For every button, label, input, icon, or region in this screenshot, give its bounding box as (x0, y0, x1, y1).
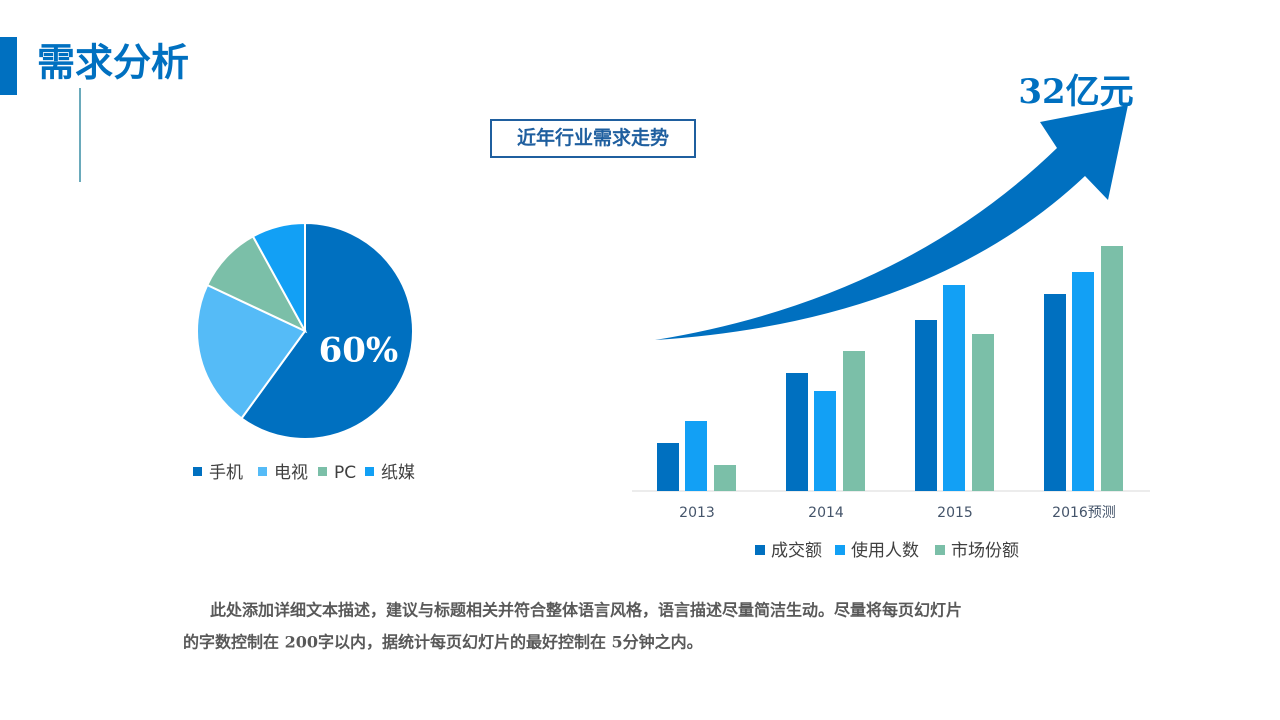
legend-label: 市场份额 (951, 541, 1019, 561)
pie-slice (240, 221, 414, 440)
legend-swatch (318, 467, 327, 476)
legend-label: 成交额 (771, 541, 822, 561)
bar (915, 320, 937, 491)
annotation: 32亿元 (1018, 72, 1133, 112)
body-line: 此处添加详细文本描述，建议与标题相关并符合整体语言风格，语言描述尽量简洁生动。尽… (210, 601, 962, 620)
bar (943, 285, 965, 491)
x-tick-label: 2016预测 (1052, 505, 1116, 521)
legend-swatch (935, 545, 945, 555)
x-tick-label: 2013 (679, 505, 715, 521)
x-tick-label: 2014 (808, 505, 844, 521)
legend-label: 手机 (209, 463, 243, 483)
bar (1044, 294, 1066, 491)
legend-swatch (193, 467, 202, 476)
bar (657, 443, 679, 491)
legend-label: 纸媒 (381, 463, 415, 483)
legend-label: 使用人数 (851, 540, 919, 561)
bar (714, 465, 736, 491)
title-accent (0, 37, 17, 95)
legend-swatch (365, 467, 374, 476)
bar (843, 351, 865, 491)
bar (685, 421, 707, 491)
bar (786, 373, 808, 491)
legend-swatch (835, 545, 845, 555)
bar (814, 391, 836, 491)
bar (1072, 272, 1094, 491)
bar (972, 334, 994, 491)
subtitle-box (490, 119, 696, 158)
trend-arrow (655, 105, 1128, 340)
legend-swatch (755, 545, 765, 555)
data-label: 60% (319, 330, 399, 370)
title: 需求分析 (37, 40, 189, 85)
subtitle: 近年行业需求走势 (517, 126, 669, 149)
body-line: 的字数控制在 200字以内，据统计每页幻灯片的最好控制在 5分钟之内。 (183, 633, 703, 652)
bar (1101, 246, 1123, 491)
legend-label: 电视 (274, 463, 308, 483)
x-tick-label: 2015 (937, 505, 973, 521)
pie-slice (251, 221, 306, 332)
legend-swatch (258, 467, 267, 476)
legend-label: PC (334, 463, 356, 483)
